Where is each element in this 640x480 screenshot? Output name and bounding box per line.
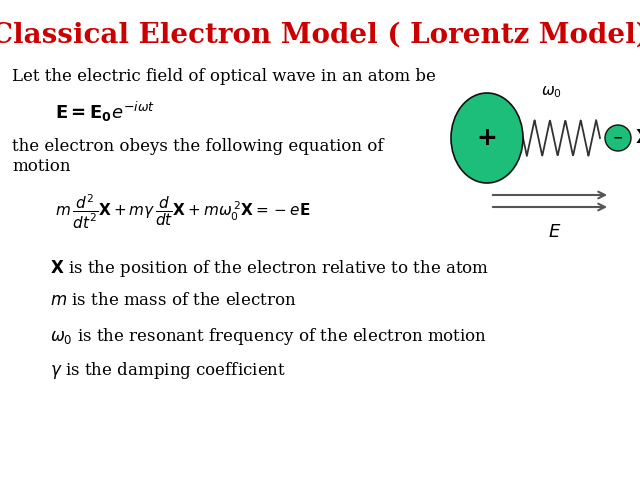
Ellipse shape (451, 93, 523, 183)
Text: $\mathbf{X}$: $\mathbf{X}$ (635, 129, 640, 147)
Text: Classical Electron Model ( Lorentz Model): Classical Electron Model ( Lorentz Model… (0, 22, 640, 49)
Text: −: − (612, 132, 623, 144)
Text: $m\,\dfrac{d^2}{dt^2}\mathbf{X}+m\gamma\,\dfrac{d}{dt}\mathbf{X}+m\omega_0^{\,2}: $m\,\dfrac{d^2}{dt^2}\mathbf{X}+m\gamma\… (55, 193, 310, 231)
Text: $\omega_0$ is the resonant frequency of the electron motion: $\omega_0$ is the resonant frequency of … (50, 326, 487, 347)
Text: $m$ is the mass of the electron: $m$ is the mass of the electron (50, 292, 296, 309)
Text: $E$: $E$ (548, 223, 562, 241)
Text: $\gamma$ is the damping coefficient: $\gamma$ is the damping coefficient (50, 360, 286, 381)
Text: +: + (477, 126, 497, 150)
Text: $\omega_0$: $\omega_0$ (541, 84, 562, 100)
Text: Let the electric field of optical wave in an atom be: Let the electric field of optical wave i… (12, 68, 436, 85)
Circle shape (605, 125, 631, 151)
Text: $\mathbf{X}$ is the position of the electron relative to the atom: $\mathbf{X}$ is the position of the elec… (50, 258, 489, 279)
Text: the electron obeys the following equation of
motion: the electron obeys the following equatio… (12, 138, 383, 175)
Text: $\mathbf{E=E_0}e^{-i\omega t}$: $\mathbf{E=E_0}e^{-i\omega t}$ (55, 100, 155, 124)
